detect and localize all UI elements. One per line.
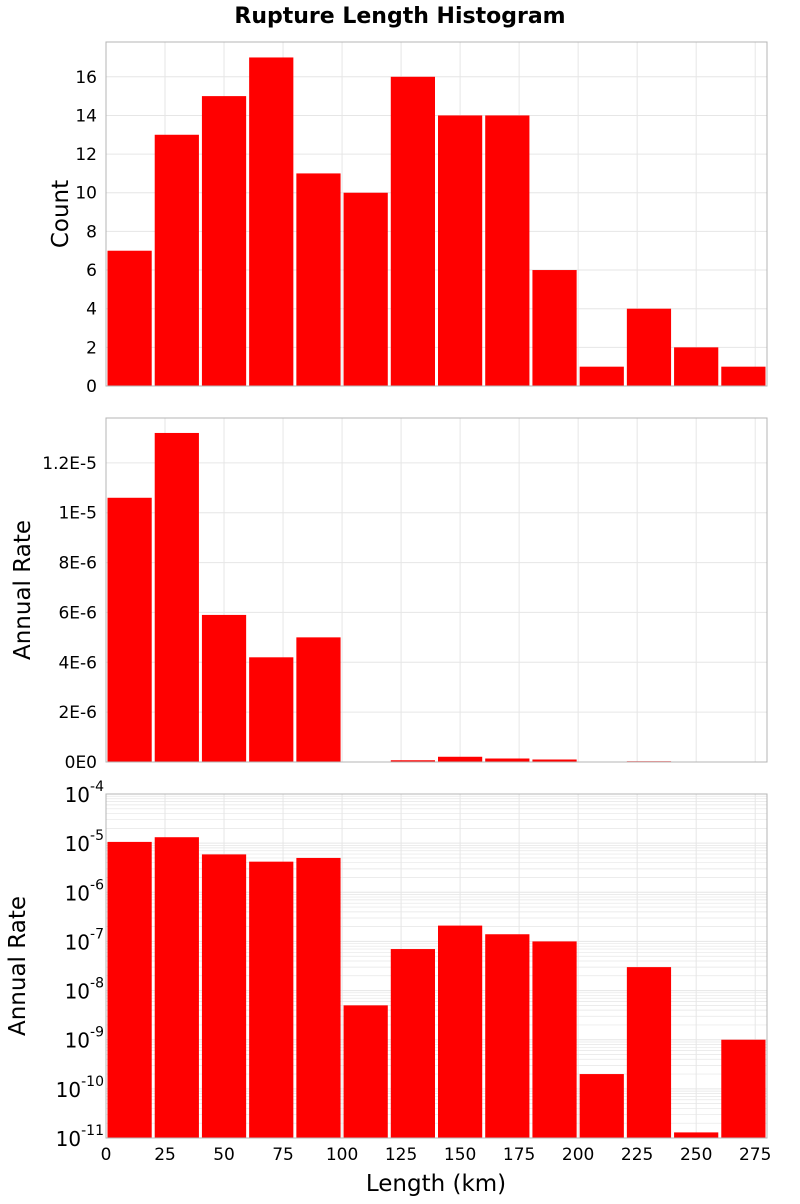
y-tick-label: 10 <box>75 184 97 204</box>
y-axis-label: Annual Rate <box>10 520 36 660</box>
y-tick-label: 0 <box>86 377 97 397</box>
bar <box>580 1074 624 1138</box>
bar <box>438 757 482 762</box>
bar <box>202 96 246 386</box>
y-axis-label: Annual Rate <box>5 896 31 1036</box>
y-tick-label: 8E-6 <box>58 554 97 574</box>
y-tick-label: 6 <box>86 261 97 281</box>
y-tick-label: 10-5 <box>65 828 104 856</box>
y-tick-label: 6E-6 <box>58 603 97 623</box>
x-axis-label: Length (km) <box>366 1171 506 1197</box>
bar <box>108 498 152 762</box>
x-tick-label: 150 <box>444 1145 476 1165</box>
bar <box>532 941 576 1138</box>
bar <box>438 115 482 386</box>
y-tick-label: 10-11 <box>56 1123 104 1151</box>
y-tick-label: 2 <box>86 338 97 358</box>
x-tick-label: 125 <box>385 1145 417 1165</box>
x-tick-label: 50 <box>213 1145 235 1165</box>
panel-1: 0 2 4 6 8 10 12 14 16 Count <box>48 42 767 397</box>
y-tick-label: 1E-5 <box>58 504 97 524</box>
bar <box>438 926 482 1138</box>
x-tick-label: 225 <box>621 1145 653 1165</box>
x-tick-label: 200 <box>562 1145 594 1165</box>
bar <box>249 862 293 1138</box>
y-tick-label: 8 <box>86 222 97 242</box>
x-tick-label: 275 <box>739 1145 771 1165</box>
x-tick-label: 175 <box>503 1145 535 1165</box>
bar <box>155 837 199 1138</box>
y-tick-label: 10-10 <box>56 1074 104 1102</box>
bar <box>296 637 340 762</box>
bar <box>721 367 765 386</box>
x-tick-label: 100 <box>326 1145 358 1165</box>
y-tick-label: 10-6 <box>65 877 105 905</box>
bar <box>202 854 246 1138</box>
y-tick-label: 4 <box>86 300 97 320</box>
bar <box>532 270 576 386</box>
bar <box>249 657 293 762</box>
bar <box>674 347 718 386</box>
bar <box>202 615 246 762</box>
bar <box>108 842 152 1138</box>
bar <box>155 135 199 386</box>
bar <box>485 115 529 386</box>
bar <box>485 934 529 1138</box>
y-tick-label: 16 <box>75 68 97 88</box>
bar <box>627 309 671 386</box>
bar <box>344 1005 388 1138</box>
y-tick-label: 14 <box>75 106 97 126</box>
bar <box>296 173 340 386</box>
x-tick-label: 250 <box>680 1145 712 1165</box>
y-tick-label: 10-4 <box>65 779 105 807</box>
x-tick-label: 0 <box>101 1145 112 1165</box>
bar <box>249 57 293 386</box>
bar <box>674 1132 718 1138</box>
bar <box>344 193 388 386</box>
y-tick-label: 10-7 <box>65 926 104 954</box>
bar <box>391 949 435 1138</box>
bar <box>108 251 152 386</box>
bar <box>296 858 340 1138</box>
x-tick-label: 75 <box>272 1145 294 1165</box>
bar <box>485 759 529 762</box>
bar <box>580 367 624 386</box>
bar <box>155 433 199 762</box>
y-tick-label: 1.2E-5 <box>42 454 97 474</box>
y-tick-label: 2E-6 <box>58 703 97 723</box>
bar <box>721 1040 765 1138</box>
panel-3: 10-11 10-10 10-9 10-8 10-7 10-6 10-5 10-4 Annual… <box>5 779 767 1151</box>
y-axis-label: Count <box>48 180 74 248</box>
bar <box>627 967 671 1138</box>
chart-title: Rupture Length Histogram <box>234 4 565 29</box>
bar <box>391 77 435 386</box>
x-tick-label: 25 <box>154 1145 176 1165</box>
y-tick-label: 0E0 <box>65 753 97 773</box>
y-tick-label: 10-9 <box>65 1025 104 1053</box>
y-tick-label: 12 <box>75 145 97 165</box>
y-tick-label: 4E-6 <box>58 653 97 673</box>
panel-2: 0E0 2E-6 4E-6 6E-6 8E-6 1E-5 1.2E-5 Annual Rate <box>10 418 767 773</box>
y-tick-label: 10-8 <box>65 976 104 1004</box>
